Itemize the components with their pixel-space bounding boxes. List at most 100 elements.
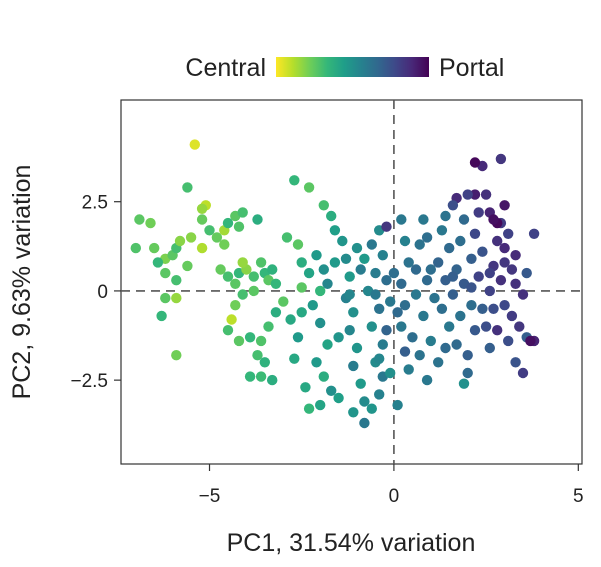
data-point <box>477 246 488 257</box>
data-point <box>134 214 145 225</box>
data-point <box>503 335 514 347</box>
data-point <box>381 275 392 286</box>
data-point <box>252 214 263 225</box>
data-point <box>410 289 422 300</box>
data-points <box>130 139 540 429</box>
data-point <box>377 250 388 261</box>
data-point <box>385 367 396 379</box>
data-point <box>377 339 388 350</box>
data-point <box>399 346 411 357</box>
data-point <box>145 217 156 229</box>
data-point <box>351 342 363 354</box>
data-point <box>396 321 407 332</box>
colorbar-low-label: Central <box>185 54 266 82</box>
data-point <box>196 203 208 214</box>
data-point <box>160 267 171 279</box>
data-point <box>421 275 433 286</box>
data-point <box>270 307 282 318</box>
data-point <box>348 360 359 372</box>
data-point <box>160 292 171 304</box>
data-point <box>499 257 510 268</box>
data-point <box>429 292 440 304</box>
data-point <box>296 282 307 293</box>
data-point <box>447 289 459 300</box>
data-point <box>488 303 499 314</box>
y-tick-label: 0 <box>97 282 108 303</box>
data-point <box>244 332 256 343</box>
data-point <box>333 332 344 343</box>
data-point <box>510 278 521 289</box>
data-point <box>289 175 300 186</box>
data-point <box>318 264 329 275</box>
data-point <box>396 214 407 225</box>
data-point <box>458 214 470 225</box>
data-point <box>303 182 315 193</box>
data-point <box>528 228 540 239</box>
data-point <box>440 342 451 354</box>
data-point <box>189 139 200 150</box>
data-point <box>348 307 359 318</box>
data-point <box>421 374 433 386</box>
y-tick-label: 2.5 <box>82 193 108 214</box>
data-point <box>211 232 223 243</box>
data-point <box>525 335 536 347</box>
data-point <box>462 367 473 379</box>
y-tick-label: −2.5 <box>70 371 108 392</box>
data-point <box>403 364 414 375</box>
data-point <box>237 289 248 300</box>
data-point <box>488 214 499 225</box>
data-point <box>318 200 329 211</box>
data-point <box>267 264 278 275</box>
data-point <box>289 353 300 364</box>
data-point <box>340 253 352 264</box>
data-point <box>196 242 208 254</box>
data-point <box>222 271 234 282</box>
data-point <box>315 285 326 297</box>
data-point <box>392 307 403 318</box>
data-point <box>499 200 510 211</box>
data-point <box>392 399 403 411</box>
x-tick-label: 0 <box>389 486 400 507</box>
data-point <box>440 210 451 222</box>
data-point <box>466 253 477 264</box>
data-point <box>447 200 459 211</box>
data-point <box>484 342 495 354</box>
data-point <box>215 264 226 275</box>
data-point <box>311 250 322 261</box>
data-point <box>447 271 459 282</box>
data-point <box>300 382 311 393</box>
data-point <box>381 325 392 336</box>
data-point <box>326 210 337 222</box>
data-point <box>366 321 377 332</box>
data-point <box>185 232 197 243</box>
data-point <box>315 399 326 411</box>
data-point <box>149 242 160 254</box>
data-point <box>267 374 278 386</box>
data-point <box>484 285 495 297</box>
colorbar-high-label: Portal <box>439 54 504 82</box>
data-point <box>230 300 241 311</box>
data-point <box>455 235 466 247</box>
data-point <box>381 221 392 232</box>
data-point <box>355 264 366 275</box>
data-point <box>495 275 507 286</box>
data-point <box>237 257 248 268</box>
data-point <box>366 239 377 250</box>
data-point <box>292 332 304 343</box>
data-point <box>484 267 495 279</box>
data-point <box>510 250 521 261</box>
data-point <box>130 242 141 254</box>
data-point <box>182 182 193 193</box>
data-point <box>425 264 436 275</box>
data-point <box>174 235 186 247</box>
data-point <box>477 303 488 314</box>
data-point <box>255 335 267 347</box>
data-point <box>322 339 333 350</box>
y-axis-ticks: −2.5 0 2.5 <box>70 193 121 392</box>
data-point <box>455 310 466 322</box>
data-point <box>436 303 448 314</box>
data-point <box>499 300 510 311</box>
data-point <box>517 367 529 379</box>
data-point <box>182 260 193 272</box>
